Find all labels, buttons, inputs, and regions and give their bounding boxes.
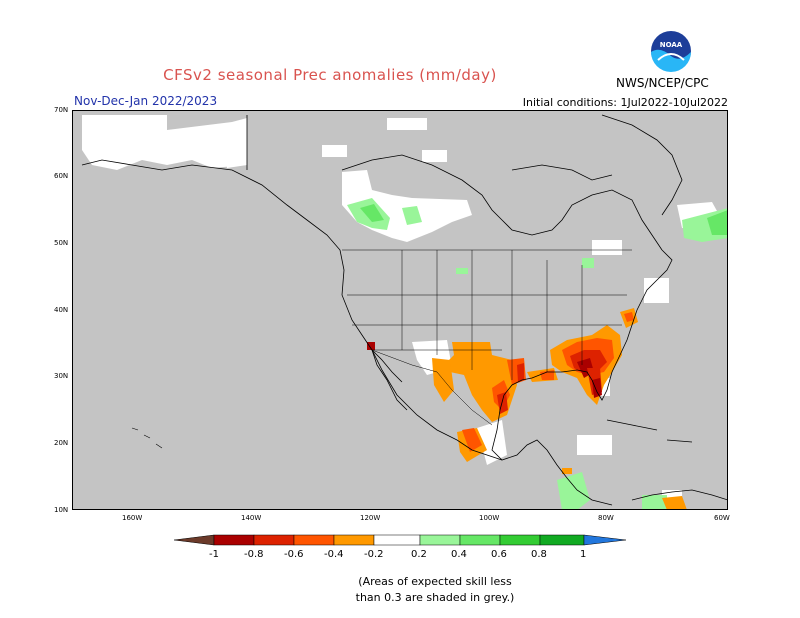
colorbar-label: -0.6	[284, 549, 304, 560]
colorbar-label: -1	[209, 549, 219, 560]
map-title: CFSv2 seasonal Prec anomalies (mm/day)	[163, 66, 497, 84]
coastlines	[81, 114, 728, 506]
lon-label: 80W	[598, 514, 614, 522]
colorbar	[174, 534, 626, 546]
initial-conditions: Initial conditions: 1Jul2022-10Jul2022	[522, 96, 728, 109]
forecast-period: Nov-Dec-Jan 2022/2023	[74, 94, 218, 108]
colorbar-label: -0.8	[244, 549, 264, 560]
lat-label: 50N	[54, 239, 69, 247]
agency-label: NWS/NCEP/CPC	[616, 76, 709, 90]
footnote-line-1: (Areas of expected skill less	[358, 575, 512, 588]
svg-text:NOAA: NOAA	[660, 41, 683, 49]
lon-label: 60W	[714, 514, 730, 522]
colorbar-swatch	[499, 534, 541, 546]
noaa-logo-icon: NOAA	[651, 31, 691, 72]
colorbar-label: 0.8	[531, 549, 547, 560]
hawaii-islands	[131, 427, 163, 449]
colorbar-swatch	[293, 534, 335, 546]
footnote-line-2: than 0.3 are shaded in grey.)	[355, 591, 515, 604]
colorbar-label: 0.6	[491, 549, 507, 560]
lat-label: 40N	[54, 306, 69, 314]
colorbar-label: 0.2	[411, 549, 427, 560]
lat-label: 20N	[54, 439, 69, 447]
positive-anomalies	[347, 198, 728, 510]
map-frame	[72, 110, 728, 510]
lat-label: 10N	[54, 506, 69, 514]
lon-label: 100W	[479, 514, 500, 522]
lat-label: 60N	[54, 172, 69, 180]
colorbar-swatch	[459, 534, 501, 546]
lon-label: 160W	[122, 514, 143, 522]
colorbar-label: -0.4	[324, 549, 344, 560]
political-borders	[342, 249, 632, 426]
precip-anomaly-map	[72, 110, 728, 510]
lon-label: 140W	[241, 514, 262, 522]
colorbar-swatch	[213, 534, 255, 546]
colorbar-right-arrow	[583, 534, 626, 546]
colorbar-label: 1	[580, 549, 587, 560]
colorbar-swatch	[419, 534, 461, 546]
colorbar-label: -0.2	[364, 549, 384, 560]
lon-label: 120W	[360, 514, 381, 522]
colorbar-left-arrow	[174, 534, 215, 546]
colorbar-swatch	[333, 534, 375, 546]
colorbar-label: 0.4	[451, 549, 467, 560]
map-background	[72, 110, 728, 510]
lat-label: 70N	[54, 106, 69, 114]
colorbar-swatch	[253, 534, 295, 546]
colorbar-swatch	[373, 534, 421, 546]
lat-label: 30N	[54, 372, 69, 380]
colorbar-swatch	[539, 534, 585, 546]
